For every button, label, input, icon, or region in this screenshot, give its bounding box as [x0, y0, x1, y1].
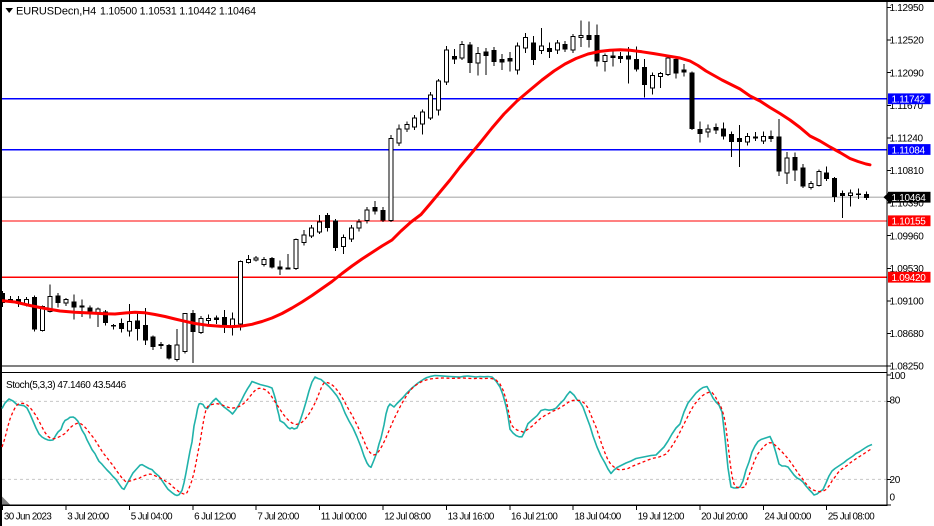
svg-text:25 Jul 08:00: 25 Jul 08:00: [828, 512, 875, 523]
svg-text:EURUSDecn,H4: EURUSDecn,H4: [16, 6, 96, 18]
svg-text:1.10390: 1.10390: [890, 199, 925, 210]
svg-text:1.11742: 1.11742: [892, 95, 926, 106]
svg-text:20: 20: [890, 475, 901, 486]
svg-text:1.10810: 1.10810: [890, 166, 925, 177]
svg-text:24 Jul 00:00: 24 Jul 00:00: [765, 512, 812, 523]
svg-text:1.09420: 1.09420: [892, 273, 927, 284]
svg-text:Stoch(5,3,3) 47.1460 43.5446: Stoch(5,3,3) 47.1460 43.5446: [6, 380, 127, 391]
svg-text:1.09530: 1.09530: [890, 264, 925, 275]
svg-text:5 Jul 04:00: 5 Jul 04:00: [131, 512, 173, 523]
svg-text:7 Jul 20:00: 7 Jul 20:00: [257, 512, 299, 523]
svg-text:1.08680: 1.08680: [890, 329, 925, 340]
svg-text:1.10464: 1.10464: [892, 193, 927, 204]
svg-text:1.08250: 1.08250: [890, 362, 925, 373]
svg-text:0: 0: [890, 493, 896, 504]
svg-text:1.09100: 1.09100: [890, 297, 925, 308]
svg-text:80: 80: [890, 396, 901, 407]
svg-text:1.11670: 1.11670: [890, 101, 924, 112]
svg-text:19 Jul 12:00: 19 Jul 12:00: [638, 512, 685, 523]
svg-text:1.12090: 1.12090: [890, 68, 925, 79]
svg-text:1.12520: 1.12520: [890, 36, 925, 47]
svg-text:100: 100: [890, 371, 907, 382]
svg-text:16 Jul 21:00: 16 Jul 21:00: [511, 512, 558, 523]
svg-text:20 Jul 20:00: 20 Jul 20:00: [701, 512, 748, 523]
svg-text:1.09960: 1.09960: [890, 231, 925, 242]
svg-text:12 Jul 08:00: 12 Jul 08:00: [384, 512, 431, 523]
svg-text:1.11084: 1.11084: [892, 145, 926, 156]
svg-text:13 Jul 16:00: 13 Jul 16:00: [448, 512, 495, 523]
svg-text:18 Jul 04:00: 18 Jul 04:00: [574, 512, 621, 523]
svg-text:3 Jul 20:00: 3 Jul 20:00: [67, 512, 109, 523]
svg-text:11 Jul 00:00: 11 Jul 00:00: [321, 512, 368, 523]
svg-text:1.10500 1.10531 1.10442 1.1046: 1.10500 1.10531 1.10442 1.10464: [100, 6, 256, 18]
svg-text:6 Jul 12:00: 6 Jul 12:00: [194, 512, 236, 523]
svg-text:1.10155: 1.10155: [892, 217, 927, 228]
svg-text:30 Jun 2023: 30 Jun 2023: [4, 512, 52, 523]
svg-text:1.11240: 1.11240: [890, 134, 924, 145]
svg-text:1.12950: 1.12950: [890, 3, 925, 14]
